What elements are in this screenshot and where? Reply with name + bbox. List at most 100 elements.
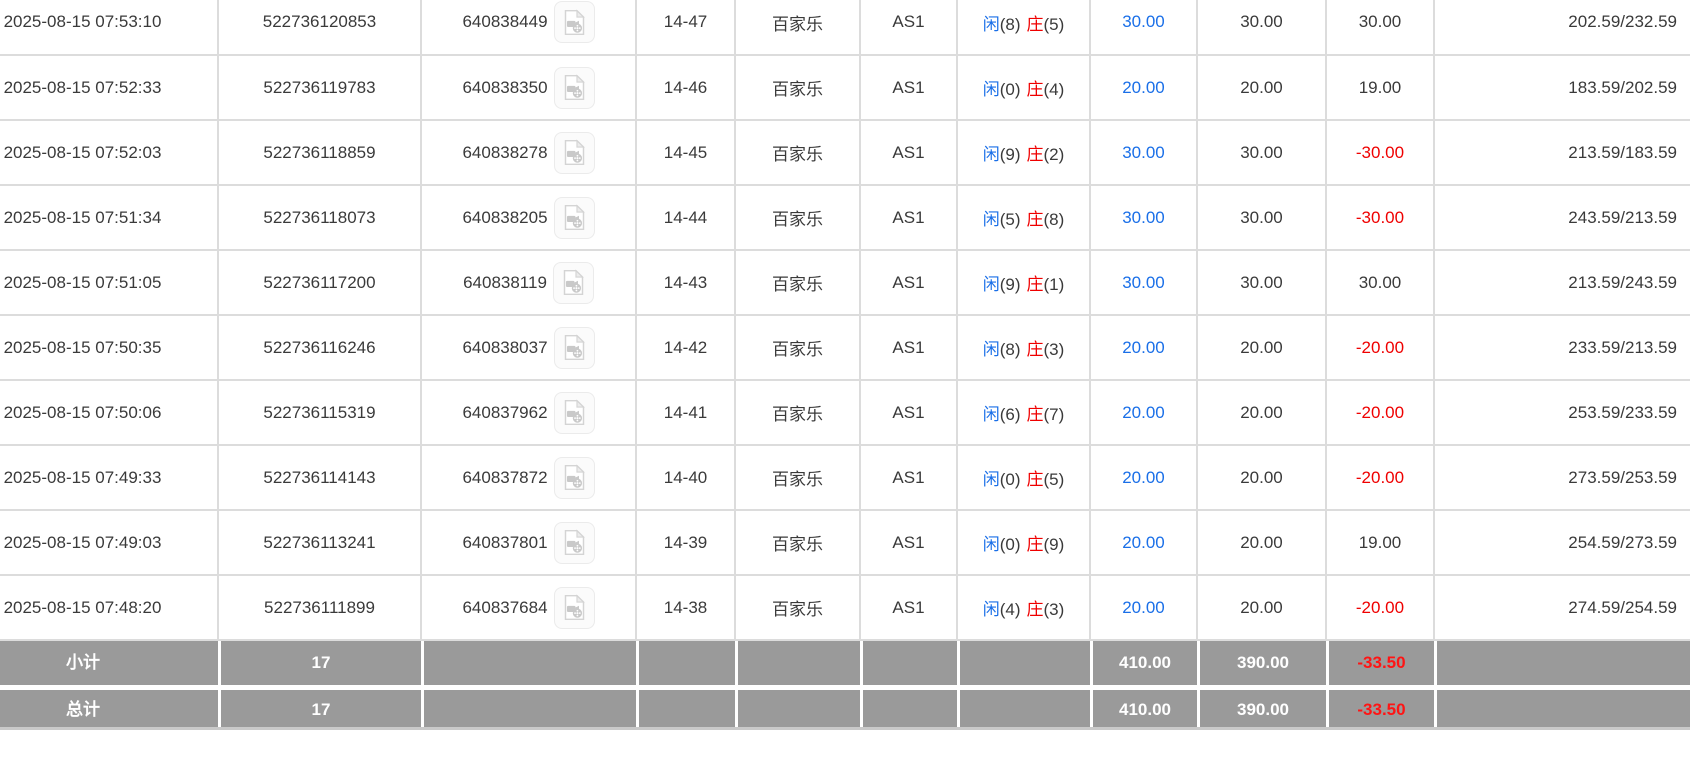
cell-game-round-id: 640838205 xyxy=(421,185,637,251)
bet-amount-link[interactable]: 30.00 xyxy=(1122,12,1165,31)
summary-empty-cell xyxy=(735,641,860,685)
banker-score: (3) xyxy=(1043,340,1065,359)
bet-amount-link[interactable]: 20.00 xyxy=(1122,467,1165,487)
video-file-icon xyxy=(563,269,584,296)
video-file-icon xyxy=(564,334,585,361)
bet-amount-link[interactable]: 20.00 xyxy=(1122,337,1165,357)
banker-label: 庄 xyxy=(1026,210,1044,229)
game-round-number: 640838449 xyxy=(462,12,548,31)
player-score: (6) xyxy=(999,405,1021,424)
player-label: 闲 xyxy=(982,145,1000,164)
banker-label: 庄 xyxy=(1026,535,1044,554)
banker-score: (3) xyxy=(1043,600,1065,619)
summary-empty-cell xyxy=(735,690,860,727)
cell-bet-time: 2025-08-15 07:52:03 xyxy=(0,120,219,186)
cell-win-loss: -20.00 xyxy=(1326,575,1435,641)
cell-game-round-id: 640837962 xyxy=(421,380,637,446)
cell-bet-time: 2025-08-15 07:52:33 xyxy=(0,55,219,121)
cell-valid-amount: 30.00 xyxy=(1197,0,1327,56)
cell-valid-amount: 20.00 xyxy=(1197,315,1327,381)
table-row: 2025-08-15 07:52:33 522736119783 6408383… xyxy=(0,55,1690,121)
video-replay-button[interactable] xyxy=(553,131,595,174)
bet-amount-link[interactable]: 30.00 xyxy=(1122,272,1165,292)
cell-round: 14-47 xyxy=(636,0,736,56)
summary-empty-cell xyxy=(860,690,957,727)
cell-bet-amount: 20.00 xyxy=(1090,315,1198,381)
cell-round: 14-43 xyxy=(636,250,736,316)
bet-records-view: 2025-08-15 07:53:10 522736120853 6408384… xyxy=(0,0,1690,730)
video-replay-button[interactable] xyxy=(553,391,595,434)
banker-score: (4) xyxy=(1043,80,1065,99)
cell-result: 闲(9) 庄(1) xyxy=(957,250,1091,316)
game-round-number: 640837801 xyxy=(462,532,548,552)
cell-valid-amount: 20.00 xyxy=(1197,510,1327,576)
banker-label: 庄 xyxy=(1026,80,1044,99)
cell-table-name: AS1 xyxy=(860,315,958,381)
player-label: 闲 xyxy=(982,275,1000,294)
video-replay-button[interactable] xyxy=(553,586,595,629)
cell-valid-amount: 20.00 xyxy=(1197,445,1327,511)
cell-result: 闲(0) 庄(4) xyxy=(957,55,1091,121)
cell-table-name: AS1 xyxy=(860,185,958,251)
cell-result: 闲(4) 庄(3) xyxy=(957,575,1091,641)
cell-game-round-id: 640838037 xyxy=(421,315,637,381)
bet-amount-link[interactable]: 30.00 xyxy=(1122,207,1165,227)
video-replay-button[interactable] xyxy=(553,456,595,499)
player-label: 闲 xyxy=(982,405,1000,424)
cell-bet-id: 522736111899 xyxy=(218,575,422,641)
video-replay-button[interactable] xyxy=(553,326,595,369)
cell-bet-id: 522736119783 xyxy=(218,55,422,121)
cell-round: 14-46 xyxy=(636,55,736,121)
bet-amount-link[interactable]: 20.00 xyxy=(1122,77,1165,97)
banker-label: 庄 xyxy=(1026,145,1044,164)
cell-result: 闲(8) 庄(5) xyxy=(957,0,1091,56)
banker-score: (5) xyxy=(1043,470,1065,489)
player-score: (0) xyxy=(999,535,1021,554)
cell-round: 14-45 xyxy=(636,120,736,186)
bet-records-table: 2025-08-15 07:53:10 522736120853 6408384… xyxy=(0,0,1690,641)
cell-round: 14-44 xyxy=(636,185,736,251)
player-label: 闲 xyxy=(982,535,1000,554)
bet-amount-link[interactable]: 20.00 xyxy=(1122,597,1165,617)
cell-valid-amount: 20.00 xyxy=(1197,380,1327,446)
table-row: 2025-08-15 07:51:05 522736117200 6408381… xyxy=(0,250,1690,316)
video-file-icon xyxy=(564,464,585,491)
cell-win-loss: 30.00 xyxy=(1326,0,1435,56)
video-replay-button[interactable] xyxy=(553,521,595,564)
banker-score: (2) xyxy=(1043,145,1065,164)
cell-bet-time: 2025-08-15 07:51:05 xyxy=(0,250,219,316)
player-label: 闲 xyxy=(982,470,1000,489)
video-replay-button[interactable] xyxy=(553,66,595,109)
cell-table-name: AS1 xyxy=(860,575,958,641)
bet-amount-link[interactable]: 30.00 xyxy=(1122,142,1165,162)
cell-table-name: AS1 xyxy=(860,250,958,316)
bet-amount-link[interactable]: 20.00 xyxy=(1122,402,1165,422)
cell-bet-amount: 20.00 xyxy=(1090,510,1198,576)
cell-round: 14-39 xyxy=(636,510,736,576)
player-label: 闲 xyxy=(982,340,1000,359)
video-replay-button[interactable] xyxy=(553,196,595,239)
video-replay-button[interactable] xyxy=(552,261,594,304)
table-row: 2025-08-15 07:52:03 522736118859 6408382… xyxy=(0,120,1690,186)
cell-bet-id: 522736117200 xyxy=(218,250,422,316)
cell-win-loss: -20.00 xyxy=(1326,445,1435,511)
cell-table-name: AS1 xyxy=(860,120,958,186)
cell-game-type: 百家乐 xyxy=(735,185,861,251)
summary-winloss-total: -33.50 xyxy=(1326,641,1434,685)
cell-bet-amount: 20.00 xyxy=(1090,575,1198,641)
summary-bet-total: 410.00 xyxy=(1090,690,1197,727)
game-round-number: 640838278 xyxy=(462,142,548,162)
cell-valid-amount: 30.00 xyxy=(1197,120,1327,186)
player-score: (8) xyxy=(999,340,1021,359)
video-replay-button[interactable] xyxy=(553,1,595,43)
cell-game-round-id: 640837872 xyxy=(421,445,637,511)
cell-game-round-id: 640838119 xyxy=(421,250,637,316)
cell-bet-amount: 30.00 xyxy=(1090,185,1198,251)
table-row: 2025-08-15 07:50:06 522736115319 6408379… xyxy=(0,380,1690,446)
cell-bet-id: 522736116246 xyxy=(218,315,422,381)
bet-amount-link[interactable]: 20.00 xyxy=(1122,532,1165,552)
banker-label: 庄 xyxy=(1026,405,1044,424)
cell-result: 闲(6) 庄(7) xyxy=(957,380,1091,446)
cell-win-loss: -20.00 xyxy=(1326,380,1435,446)
cell-game-type: 百家乐 xyxy=(735,380,861,446)
